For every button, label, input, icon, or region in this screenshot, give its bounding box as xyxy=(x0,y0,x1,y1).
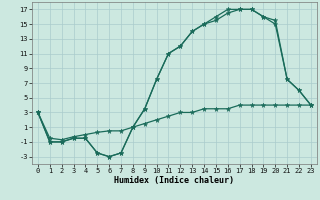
X-axis label: Humidex (Indice chaleur): Humidex (Indice chaleur) xyxy=(115,176,234,185)
